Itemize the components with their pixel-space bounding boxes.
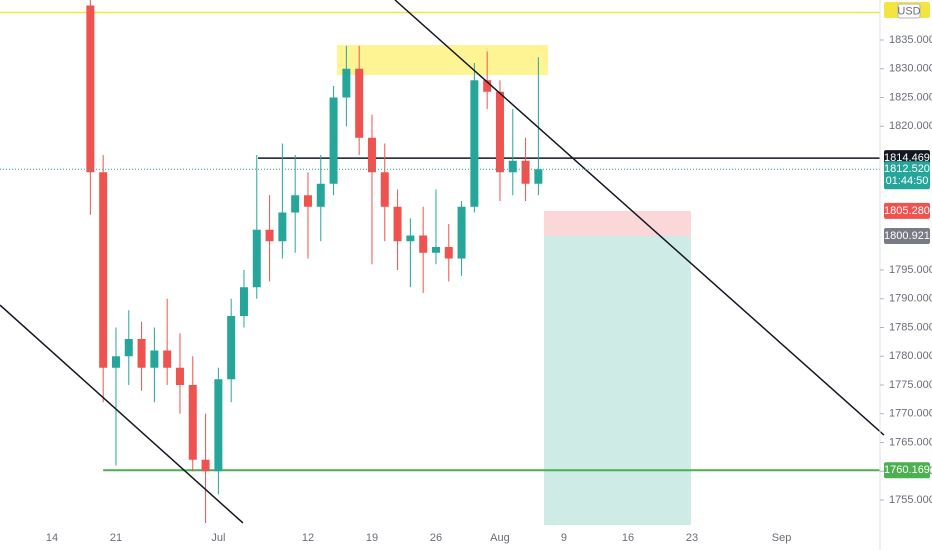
candle-body [431, 247, 440, 253]
candle-body [483, 80, 492, 92]
candle-body [227, 315, 236, 380]
candle-body [137, 338, 146, 368]
candle-body [175, 367, 184, 385]
candle-body [342, 68, 351, 98]
candle-body [393, 206, 402, 242]
trendline [0, 304, 244, 524]
plot-area [0, 0, 885, 525]
candle-body [150, 350, 159, 368]
candle-body [329, 97, 338, 184]
y-tick-label: 1770.000 [889, 408, 932, 420]
price-label: 1800.921 [884, 230, 930, 242]
price-label: 1805.280 [884, 205, 930, 217]
candle-body [508, 160, 517, 173]
y-tick-label: 1785.000 [889, 321, 932, 333]
zone [544, 210, 691, 236]
trendline [394, 0, 885, 436]
price-label: 1812.520 [884, 163, 930, 175]
x-tick-label: Jul [211, 532, 225, 544]
y-tick-label: 1835.000 [889, 34, 932, 46]
candle-body [124, 338, 133, 357]
candle-body [521, 160, 530, 184]
x-tick-label: Aug [490, 532, 510, 544]
price-label: 1760.169 [884, 464, 930, 476]
zone [544, 235, 691, 525]
candle-body [214, 379, 223, 472]
x-tick-label: 23 [686, 532, 698, 544]
candle-body [367, 137, 376, 173]
price-axis: 1755.0001760.0001765.0001770.0001775.000… [46, 2, 932, 544]
candle-body [278, 212, 287, 242]
price-label-box [884, 462, 930, 479]
y-tick-label: 1755.000 [889, 494, 932, 506]
y-tick-label: 1790.000 [889, 293, 932, 305]
candle-body [316, 183, 325, 207]
y-tick-label: 1780.000 [889, 350, 932, 362]
y-tick-label: 1775.000 [889, 379, 932, 391]
currency-badge [897, 3, 921, 19]
price-label: 1814.469 [884, 152, 930, 164]
x-tick-label: Sep [772, 532, 792, 544]
candle-body [380, 172, 389, 207]
candle-body [291, 195, 300, 213]
x-tick-label: 19 [366, 532, 378, 544]
candle-body [303, 195, 312, 207]
candle-body [406, 235, 415, 242]
candle-body [201, 459, 210, 472]
candle-body [265, 229, 274, 242]
candle-body [419, 235, 428, 253]
y-tick-label: 1765.000 [889, 436, 932, 448]
candle-body [495, 91, 504, 173]
candle-body [252, 229, 261, 288]
currency: USD [897, 5, 920, 17]
countdown: 01:44:50 [886, 175, 929, 187]
price-label-box [884, 227, 930, 244]
candle-body [355, 68, 364, 138]
price-label-box [884, 202, 930, 219]
y-tick-label: 1825.000 [889, 91, 932, 103]
y-tick-label: 1830.000 [889, 63, 932, 75]
candle-body [470, 80, 479, 207]
y-tick-label: 1795.000 [889, 264, 932, 276]
candle-body [86, 5, 95, 173]
x-tick-label: 14 [46, 532, 58, 544]
candle-body [111, 356, 120, 368]
candle-body [188, 384, 197, 460]
y-tick-label: 1820.000 [889, 120, 932, 132]
x-tick-label: 9 [561, 532, 567, 544]
candle-body [457, 206, 466, 259]
candle-body [99, 172, 108, 368]
candle-body [239, 287, 248, 316]
candle-body [163, 350, 172, 368]
x-tick-label: 21 [110, 532, 122, 544]
price-label-box [884, 161, 930, 190]
x-tick-label: 26 [430, 532, 442, 544]
zone [337, 45, 548, 76]
x-tick-label: 16 [622, 532, 634, 544]
candle-body [534, 169, 543, 184]
candle-body [444, 247, 453, 259]
x-tick-label: 12 [302, 532, 314, 544]
